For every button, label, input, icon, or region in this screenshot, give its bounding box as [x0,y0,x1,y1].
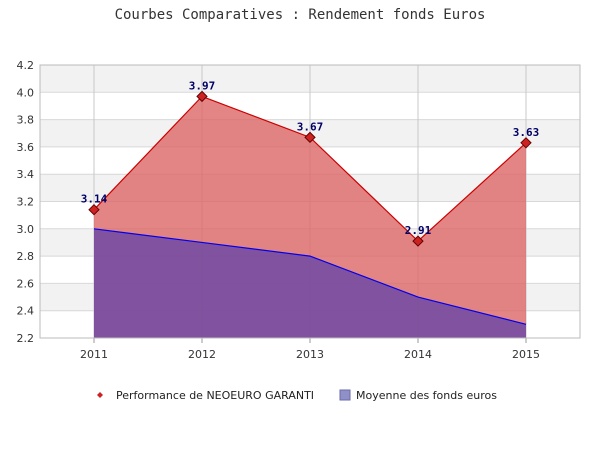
data-point-marker [304,131,316,144]
data-point-marker [196,90,208,103]
x-tick-label: 2013 [296,348,324,361]
legend-swatch-series-2 [339,389,351,401]
y-tick-label: 3.2 [17,196,35,209]
data-label: 2.91 [405,224,432,237]
y-tick-label: 2.6 [17,277,35,290]
legend-label-series-2: Moyenne des fonds euros [356,389,497,402]
y-tick-label: 4.0 [17,86,35,99]
y-tick-label: 3.8 [17,114,35,127]
plot-frame [39,64,581,339]
data-label: 3.14 [81,193,108,206]
data-label: 3.67 [297,120,324,133]
data-label: 3.97 [189,79,216,92]
data-point-marker [412,235,424,247]
y-tick-label: 2.8 [17,250,35,263]
data-point-marker [88,203,100,216]
axes: 2.2 2.4 2.6 2.8 3.0 3.2 3.4 3.6 3.8 4.0 4.2 2011 201… [17,59,581,361]
x-tick-label: 2015 [512,348,540,361]
x-tick-label: 2014 [404,348,432,361]
data-points [88,90,532,247]
chart-title: Courbes Comparatives : Rendement fonds E… [115,7,486,23]
y-tick-label: 4.2 [17,59,35,72]
y-tick-label: 2.2 [17,332,35,345]
series-2-line [93,228,527,325]
data-point-marker [520,137,532,149]
y-tick-label: 3.0 [17,223,35,236]
data-labels: 3.14 3.97 3.67 2.91 3.63 [81,79,540,237]
y-tick-label: 3.4 [17,168,35,181]
legend-marker-series-1 [97,392,103,398]
y-tick-label: 2.4 [17,305,35,318]
series-2-area [94,228,526,338]
x-tick-label: 2012 [188,348,216,361]
data-label: 3.63 [513,126,540,139]
y-tick-label: 3.6 [17,141,35,154]
x-tick-label: 2011 [80,348,108,361]
series-areas [94,96,526,339]
legend-label-series-1: Performance de NEOEURO GARANTI [116,389,314,402]
legend: Performance de NEOEURO GARANTI Moyenne de… [97,389,497,402]
